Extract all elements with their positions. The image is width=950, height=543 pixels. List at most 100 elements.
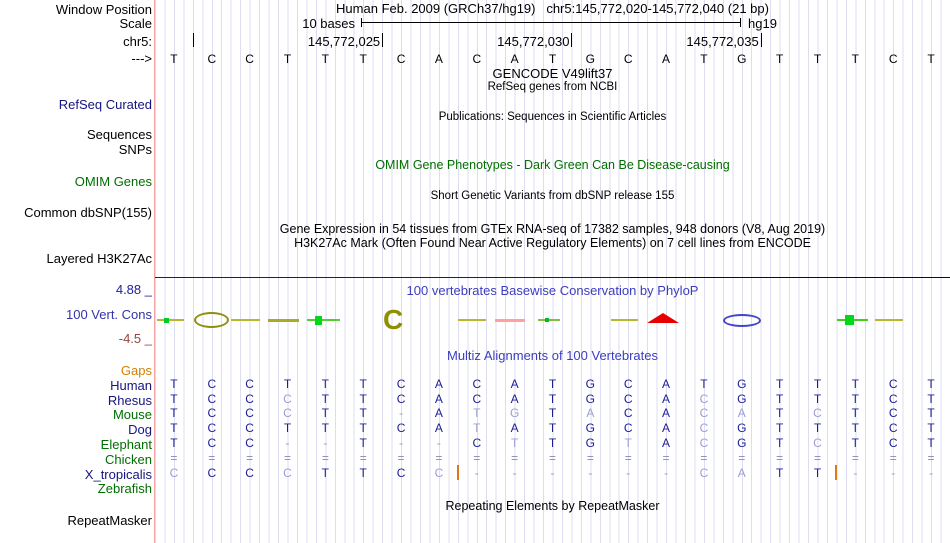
alignment-base: C [245, 436, 254, 450]
alignment-base: C [888, 436, 898, 450]
alignment-base: G [509, 406, 520, 420]
track-label-repeatmasker[interactable]: RepeatMasker [67, 513, 152, 528]
alignment-base: - [891, 466, 896, 480]
alignment-base: T [927, 421, 935, 435]
alignment-base: G [585, 436, 596, 450]
scale-ruler-left-tick [361, 18, 362, 27]
reference-base: T [548, 52, 557, 66]
scale-ruler-right-tick [740, 18, 741, 27]
reference-base: T [775, 52, 784, 66]
alignment-base: T [700, 377, 708, 391]
alignment-base: G [585, 392, 596, 406]
track-title-gtex[interactable]: Gene Expression in 54 tissues from GTEx … [279, 222, 826, 236]
species-label-dog[interactable]: Dog [128, 422, 152, 437]
alignment-base: C [472, 436, 482, 450]
alignment-base: C [699, 466, 709, 480]
alignment-base: C [623, 421, 633, 435]
alignment-base: T [851, 421, 860, 435]
track-title-dbsnp[interactable]: Short Genetic Variants from dbSNP releas… [430, 190, 675, 202]
alignment-base: A [662, 377, 671, 391]
reference-base: A [662, 52, 671, 66]
track-label-sequences[interactable]: Sequences [86, 127, 152, 142]
assembly-label: hg19 [748, 16, 777, 31]
alignment-base: - [399, 406, 404, 420]
track-title-gencode[interactable]: GENCODE V49lift37 [492, 66, 613, 81]
alignment-base: C [813, 406, 822, 420]
alignment-base: T [813, 421, 822, 435]
alignment-base: T [283, 377, 292, 391]
species-label-x_tropicalis[interactable]: X_tropicalis [84, 467, 152, 482]
alignment-base: G [737, 436, 747, 450]
alignment-base: C [472, 392, 482, 406]
insertion-marker [835, 465, 838, 480]
alignment-base: T [548, 392, 557, 406]
alignment-base: C [245, 421, 254, 435]
species-label-gaps[interactable]: Gaps [120, 363, 152, 378]
alignment-base: T [775, 392, 784, 406]
reference-base: C [245, 52, 254, 66]
species-label-zebrafish[interactable]: Zebrafish [97, 481, 152, 496]
track-title-multiz[interactable]: Multiz Alignments of 100 Vertebrates [446, 348, 658, 363]
species-label-mouse[interactable]: Mouse [112, 407, 152, 422]
track-label-snps[interactable]: SNPs [118, 142, 152, 157]
track-label-vert-cons[interactable]: 100 Vert. Cons [66, 307, 152, 322]
conservation-track-border-right [630, 277, 950, 278]
species-label-human[interactable]: Human [110, 378, 152, 393]
alignment-base: A [737, 466, 746, 480]
phylop-ring [194, 312, 229, 328]
alignment-base: C [207, 406, 217, 420]
alignment-base: C [207, 436, 217, 450]
track-label-common-dbsnp[interactable]: Common dbSNP(155) [24, 205, 152, 220]
alignment-base: C [207, 421, 217, 435]
alignment-base: A [434, 392, 443, 406]
strand-direction-label: ---> [131, 51, 152, 66]
track-title-phylop[interactable]: 100 vertebrates Basewise Conservation by… [406, 283, 699, 298]
alignment-base: C [888, 392, 898, 406]
alignment-base: T [927, 436, 935, 450]
species-label-elephant[interactable]: Elephant [100, 437, 152, 452]
alignment-base: = [813, 451, 822, 465]
coordinate-tick [760, 33, 762, 47]
alignment-base: T [473, 421, 481, 435]
alignment-base: G [585, 421, 596, 435]
alignment-base: C [888, 377, 898, 391]
alignment-base: T [170, 392, 178, 406]
species-label-chicken[interactable]: Chicken [105, 452, 152, 467]
track-title-omim[interactable]: OMIM Gene Phenotypes - Dark Green Can Be… [375, 158, 730, 172]
alignment-base: T [170, 421, 178, 435]
track-title-repeatmasker[interactable]: Repeating Elements by RepeatMasker [445, 499, 660, 513]
reference-base: T [813, 52, 822, 66]
alignment-base: = [208, 451, 216, 465]
track-label-refseq-curated[interactable]: RefSeq Curated [58, 97, 152, 112]
alignment-base: A [737, 406, 746, 420]
alignment-base: C [623, 377, 633, 391]
track-title-refseq[interactable]: RefSeq genes from NCBI [487, 81, 618, 93]
alignment-base: = [397, 451, 405, 465]
alignment-base: T [359, 421, 367, 435]
reference-base: C [207, 52, 217, 66]
alignment-base: T [170, 377, 178, 391]
alignment-base: C [396, 392, 406, 406]
alignment-base: = [548, 451, 557, 465]
scale-ruler [361, 22, 740, 23]
phylop-caret [647, 313, 679, 323]
alignment-base: = [435, 451, 443, 465]
alignment-base: C [169, 466, 179, 480]
alignment-base: - [853, 466, 858, 480]
alignment-base: T [359, 466, 367, 480]
species-label-rhesus[interactable]: Rhesus [107, 393, 152, 408]
track-title-h3k27ac[interactable]: H3K27Ac Mark (Often Found Near Active Re… [294, 236, 811, 250]
alignment-base: A [662, 436, 671, 450]
alignment-base: T [775, 436, 784, 450]
track-label-omim-genes[interactable]: OMIM Genes [74, 174, 152, 189]
alignment-base: = [511, 451, 519, 465]
alignment-base: T [359, 392, 367, 406]
insertion-marker [456, 465, 459, 480]
scale-value: 10 bases [302, 16, 355, 31]
phylop-dash [268, 318, 299, 322]
track-label-layered-h3k27ac[interactable]: Layered H3K27Ac [46, 251, 152, 266]
alignment-base: T [321, 392, 330, 406]
track-title-publications[interactable]: Publications: Sequences in Scientific Ar… [438, 111, 667, 123]
phylop-square [164, 317, 169, 323]
